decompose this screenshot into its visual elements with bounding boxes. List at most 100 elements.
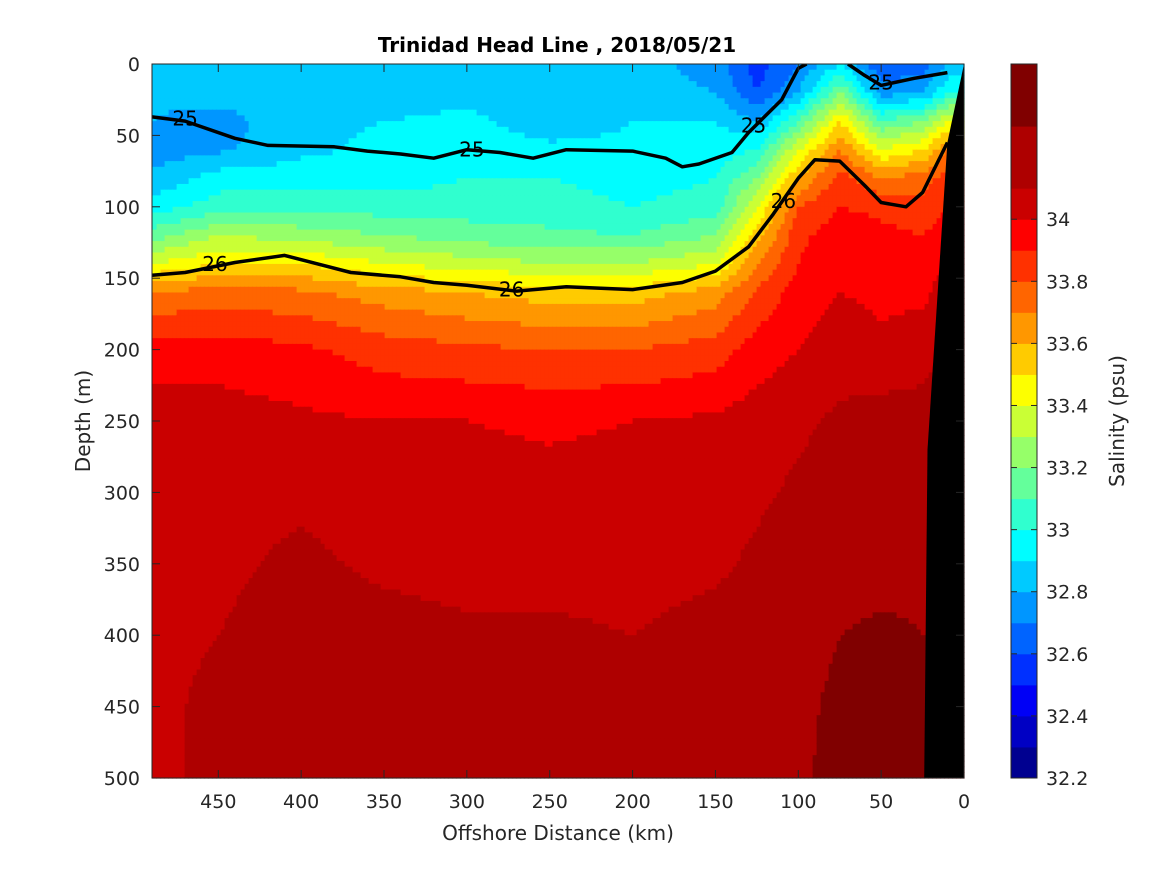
salinity-cell: [624, 64, 629, 71]
salinity-cell: [796, 138, 801, 145]
salinity-cell: [684, 172, 689, 179]
salinity-cell: [708, 172, 713, 179]
salinity-cell: [372, 126, 377, 134]
salinity-cell: [696, 75, 701, 82]
salinity-cell: [300, 166, 305, 174]
salinity-cell: [268, 189, 273, 196]
salinity-cell: [492, 201, 497, 208]
salinity-cell: [940, 92, 945, 99]
salinity-cell: [532, 132, 537, 139]
salinity-cell: [480, 189, 485, 196]
salinity-cell: [316, 86, 321, 94]
salinity-cell: [920, 172, 925, 179]
salinity-cell: [180, 109, 185, 117]
salinity-cell: [636, 115, 641, 122]
salinity-cell: [288, 178, 293, 185]
salinity-cell: [348, 149, 353, 156]
salinity-cell: [596, 75, 601, 82]
salinity-cell: [624, 183, 629, 191]
salinity-cell: [768, 138, 773, 145]
salinity-cell: [492, 161, 497, 168]
salinity-cell: [524, 121, 529, 128]
salinity-cell: [428, 195, 433, 202]
salinity-cell: [636, 121, 641, 128]
salinity-cell: [260, 75, 265, 82]
salinity-cell: [936, 109, 941, 117]
salinity-cell: [600, 161, 605, 168]
salinity-cell: [584, 103, 589, 111]
salinity-cell: [476, 178, 481, 185]
salinity-cell: [516, 81, 521, 88]
salinity-cell: [676, 81, 681, 88]
salinity-cell: [284, 98, 289, 105]
salinity-cell: [676, 178, 681, 185]
salinity-cell: [760, 109, 765, 117]
salinity-cell: [580, 115, 585, 122]
salinity-cell: [504, 109, 509, 117]
salinity-cell: [416, 64, 421, 71]
salinity-cell: [912, 143, 917, 151]
salinity-cell: [840, 189, 845, 196]
salinity-cell: [872, 189, 877, 196]
salinity-cell: [260, 161, 265, 168]
salinity-cell: [476, 69, 481, 77]
salinity-cell: [676, 121, 681, 128]
salinity-cell: [460, 115, 465, 122]
salinity-cell: [796, 132, 801, 139]
salinity-cell: [848, 195, 853, 202]
salinity-cell: [384, 178, 389, 185]
salinity-cell: [876, 178, 881, 185]
salinity-cell: [488, 75, 493, 82]
salinity-cell: [940, 172, 945, 179]
salinity-cell: [688, 115, 693, 122]
salinity-cell: [388, 161, 393, 168]
salinity-cell: [228, 149, 233, 156]
salinity-cell: [152, 138, 157, 145]
salinity-cell: [656, 81, 661, 88]
salinity-cell: [876, 183, 881, 191]
salinity-cell: [404, 155, 409, 162]
salinity-cell: [852, 166, 857, 174]
salinity-cell: [252, 98, 257, 105]
salinity-cell: [884, 172, 889, 179]
salinity-cell: [352, 166, 357, 174]
salinity-cell: [312, 69, 317, 77]
salinity-cell: [756, 183, 761, 191]
salinity-cell: [256, 161, 261, 168]
salinity-cell: [584, 166, 589, 174]
salinity-cell: [612, 86, 617, 94]
salinity-cell: [524, 103, 529, 111]
salinity-cell: [168, 92, 173, 99]
salinity-cell: [228, 189, 233, 196]
salinity-cell: [268, 183, 273, 191]
salinity-cell: [164, 103, 169, 111]
salinity-cell: [272, 86, 277, 94]
salinity-cell: [728, 183, 733, 191]
salinity-cell: [760, 138, 765, 145]
salinity-cell: [700, 86, 705, 94]
salinity-cell: [912, 166, 917, 174]
salinity-cell: [248, 109, 253, 117]
salinity-cell: [452, 155, 457, 162]
salinity-cell: [736, 98, 741, 105]
salinity-cell: [604, 109, 609, 117]
salinity-cell: [532, 138, 537, 145]
salinity-cell: [936, 98, 941, 105]
salinity-cell: [180, 86, 185, 94]
salinity-cell: [708, 121, 713, 128]
salinity-cell: [236, 172, 241, 179]
salinity-cell: [488, 109, 493, 117]
salinity-cell: [272, 109, 277, 117]
salinity-cell: [180, 138, 185, 145]
salinity-cell: [596, 178, 601, 185]
salinity-cell: [384, 189, 389, 196]
salinity-cell: [888, 138, 893, 145]
salinity-cell: [296, 172, 301, 179]
salinity-cell: [664, 103, 669, 111]
salinity-cell: [632, 195, 637, 202]
salinity-field: [152, 64, 965, 779]
salinity-cell: [312, 149, 317, 156]
salinity-cell: [776, 86, 781, 94]
salinity-cell: [184, 115, 189, 122]
salinity-cell: [896, 115, 901, 122]
